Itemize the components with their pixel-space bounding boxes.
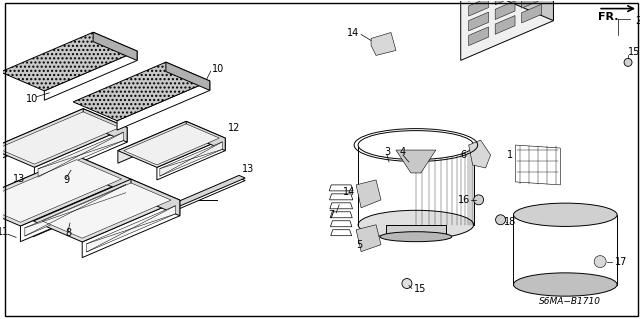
Text: 15: 15 [414, 285, 426, 294]
Polygon shape [495, 16, 515, 34]
Polygon shape [82, 200, 180, 258]
Polygon shape [371, 33, 396, 56]
Polygon shape [20, 179, 131, 242]
Polygon shape [157, 138, 225, 180]
Polygon shape [495, 1, 515, 19]
Polygon shape [77, 156, 131, 195]
Polygon shape [330, 203, 353, 209]
Polygon shape [330, 194, 353, 200]
Circle shape [474, 195, 484, 205]
Polygon shape [42, 183, 171, 238]
Circle shape [402, 278, 412, 288]
Text: 4: 4 [400, 147, 406, 157]
Ellipse shape [513, 203, 617, 226]
Circle shape [495, 215, 506, 225]
Polygon shape [83, 109, 127, 142]
Text: 3: 3 [384, 147, 390, 157]
Ellipse shape [380, 232, 452, 242]
Polygon shape [166, 62, 210, 90]
Polygon shape [461, 0, 554, 60]
Polygon shape [171, 178, 245, 210]
Text: 8: 8 [65, 228, 71, 238]
Polygon shape [25, 185, 126, 236]
Polygon shape [468, 0, 488, 1]
Text: 18: 18 [504, 217, 516, 227]
Polygon shape [386, 225, 446, 237]
Text: 15: 15 [628, 48, 640, 57]
Polygon shape [0, 156, 77, 219]
Text: 16: 16 [458, 195, 470, 205]
Polygon shape [86, 206, 175, 252]
Polygon shape [117, 81, 210, 130]
Text: 10: 10 [212, 64, 224, 74]
Text: FR.: FR. [598, 11, 619, 22]
Text: 7: 7 [328, 210, 334, 220]
Text: 2: 2 [635, 16, 640, 26]
Polygon shape [124, 124, 220, 165]
Polygon shape [33, 179, 180, 242]
Polygon shape [522, 4, 541, 23]
Polygon shape [330, 212, 352, 218]
Text: 11: 11 [0, 227, 10, 237]
Polygon shape [0, 109, 127, 167]
Polygon shape [44, 51, 137, 100]
Polygon shape [1, 32, 137, 91]
Polygon shape [515, 145, 560, 185]
Circle shape [624, 58, 632, 66]
Text: 1: 1 [508, 150, 513, 160]
Text: 17: 17 [615, 256, 627, 267]
Polygon shape [468, 27, 488, 46]
Polygon shape [0, 112, 120, 164]
Polygon shape [171, 175, 245, 207]
Text: 13: 13 [242, 164, 254, 174]
Circle shape [594, 256, 606, 268]
Polygon shape [35, 128, 127, 182]
Polygon shape [468, 140, 491, 168]
Polygon shape [396, 150, 436, 173]
Polygon shape [522, 0, 541, 8]
Polygon shape [131, 179, 180, 216]
Ellipse shape [513, 273, 617, 296]
Text: 5: 5 [356, 240, 362, 250]
Polygon shape [118, 121, 186, 163]
Text: 12: 12 [228, 123, 241, 133]
Polygon shape [495, 0, 515, 5]
Polygon shape [0, 109, 83, 163]
Text: 14: 14 [347, 27, 359, 38]
Text: 14: 14 [343, 187, 355, 197]
Text: S6MA−B1710: S6MA−B1710 [540, 297, 601, 306]
Polygon shape [356, 180, 381, 208]
Text: 10: 10 [26, 94, 38, 104]
Text: 9: 9 [63, 175, 69, 185]
Polygon shape [330, 221, 352, 227]
Polygon shape [329, 185, 353, 191]
Polygon shape [468, 12, 488, 31]
Polygon shape [73, 62, 210, 121]
Polygon shape [356, 225, 381, 252]
Polygon shape [468, 0, 488, 16]
Text: 13: 13 [13, 174, 26, 184]
Polygon shape [0, 156, 131, 226]
Ellipse shape [358, 210, 474, 239]
Polygon shape [331, 230, 351, 236]
Polygon shape [38, 132, 124, 177]
Text: 6: 6 [461, 150, 467, 160]
Polygon shape [186, 121, 225, 151]
Polygon shape [0, 160, 122, 222]
Polygon shape [160, 142, 222, 176]
Polygon shape [33, 179, 131, 237]
Polygon shape [93, 32, 137, 61]
Polygon shape [479, 0, 554, 21]
Ellipse shape [358, 130, 474, 160]
Polygon shape [118, 121, 225, 167]
